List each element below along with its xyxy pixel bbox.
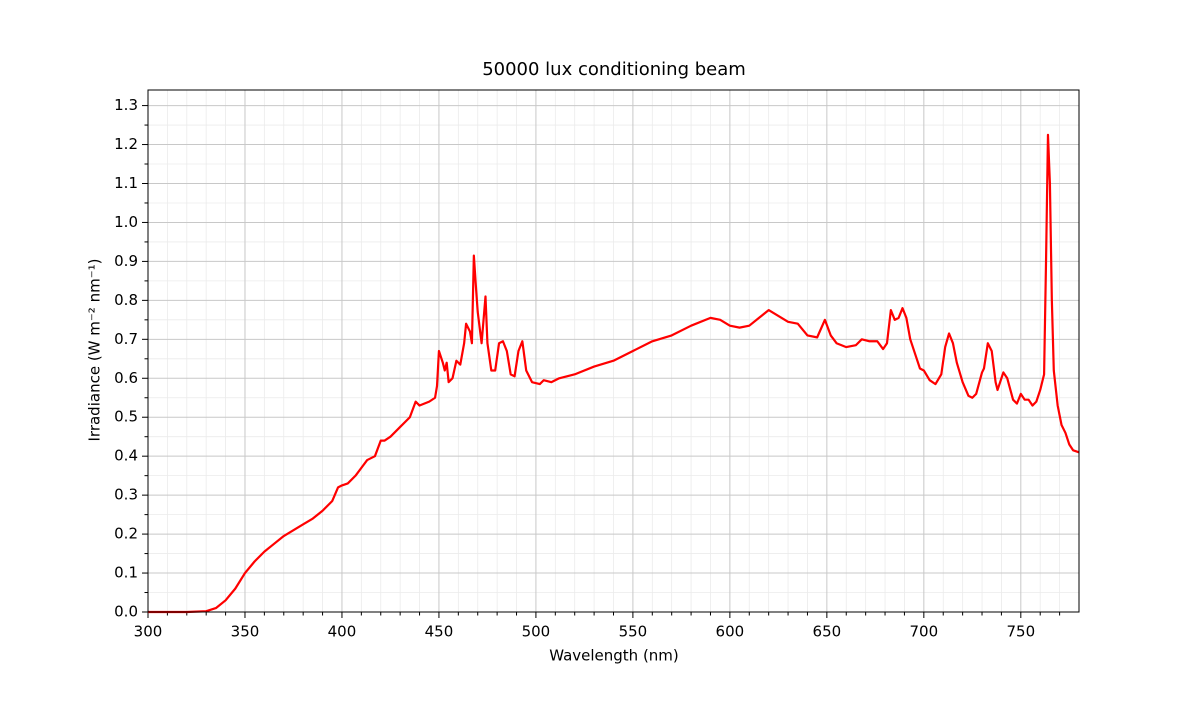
y-tick-label: 0.7 [114, 330, 138, 348]
x-tick-label: 700 [910, 623, 939, 641]
y-tick-label: 0.8 [114, 291, 138, 309]
x-tick-label: 750 [1006, 623, 1035, 641]
y-tick-label: 0.2 [114, 525, 138, 543]
x-tick-label: 650 [813, 623, 842, 641]
x-tick-label: 500 [522, 623, 551, 641]
y-tick-label: 0.5 [114, 408, 138, 426]
y-tick-label: 1.1 [114, 174, 138, 192]
y-tick-label: 1.2 [114, 135, 138, 153]
y-tick-label: 0.3 [114, 486, 138, 504]
plot-frame [147, 89, 1080, 613]
x-tick-label: 300 [134, 623, 163, 641]
y-tick-label: 1.3 [114, 96, 138, 114]
y-tick-label: 0.4 [114, 447, 138, 465]
x-tick-label: 400 [328, 623, 357, 641]
y-tick-label: 0.1 [114, 564, 138, 582]
x-tick-label: 350 [231, 623, 260, 641]
y-tick-label: 0.0 [114, 603, 138, 621]
y-axis-label: Irradiance (W m⁻² nm⁻¹) [86, 259, 104, 442]
x-tick-label: 450 [425, 623, 454, 641]
data-line [148, 133, 1080, 614]
chart-title: 50000 lux conditioning beam [482, 59, 746, 80]
y-tick-label: 1.0 [114, 213, 138, 231]
y-tick-label: 0.6 [114, 369, 138, 387]
x-axis-label: Wavelength (nm) [549, 647, 679, 665]
x-tick-label: 600 [716, 623, 745, 641]
y-tick-label: 0.9 [114, 252, 138, 270]
x-tick-label: 550 [619, 623, 648, 641]
